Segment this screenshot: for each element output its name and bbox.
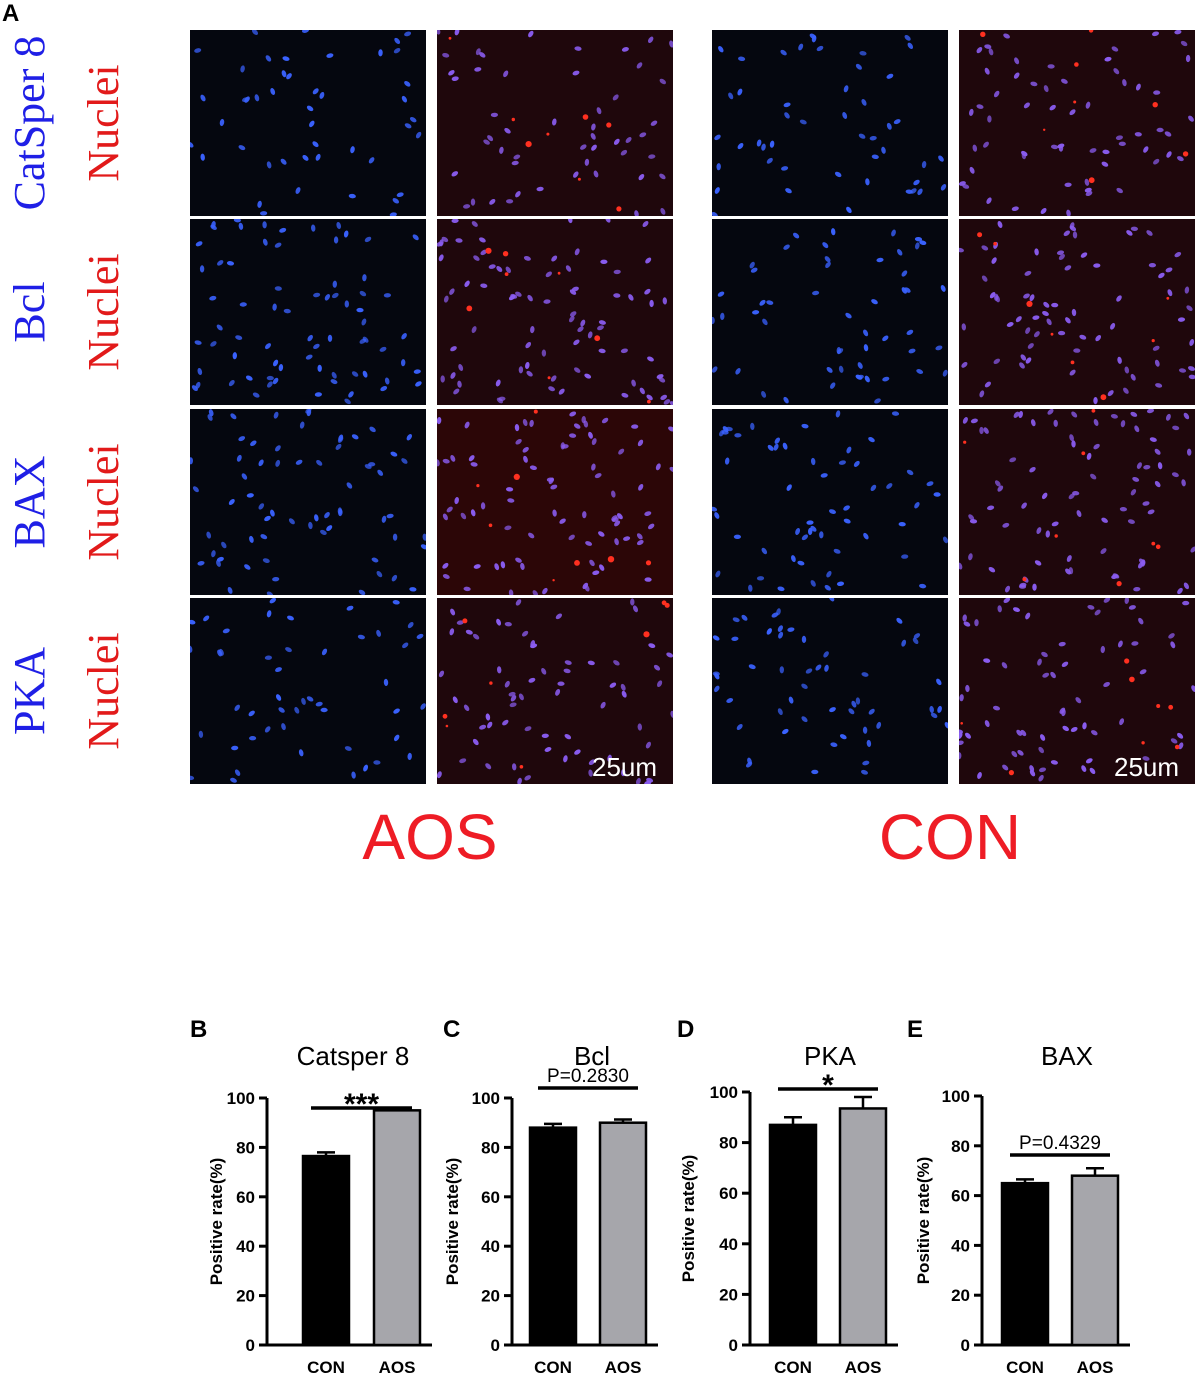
y-axis-label: Positive rate(%) — [679, 1155, 698, 1283]
chart-title: Catsper 8 — [297, 1041, 410, 1071]
micrograph-nuclei — [712, 598, 948, 784]
y-tick-label: 60 — [951, 1187, 970, 1206]
bar-aos — [1070, 1174, 1120, 1347]
y-tick-label: 20 — [481, 1287, 500, 1306]
bar-con — [528, 1126, 578, 1347]
significance-annotation: P=0.4329 — [1019, 1133, 1101, 1154]
group-label-con: CON — [878, 801, 1022, 873]
panel-letter: C — [443, 1016, 460, 1043]
y-tick-label: 0 — [491, 1336, 500, 1355]
x-tick-label: CON — [307, 1358, 345, 1377]
y-tick-label: 20 — [951, 1286, 970, 1305]
panel-letter: B — [190, 1016, 207, 1043]
group-label-aos: AOS — [362, 801, 498, 873]
y-tick-label: 60 — [719, 1184, 738, 1203]
micrograph-nuclei — [190, 598, 426, 784]
x-tick-label: AOS — [1077, 1358, 1114, 1377]
bar-aos — [838, 1107, 888, 1347]
y-tick-label: 0 — [729, 1336, 738, 1355]
micrograph-merged — [437, 409, 673, 595]
panel-letter: D — [677, 1016, 694, 1043]
significance-annotation: * — [822, 1069, 834, 1102]
chart-title: PKA — [804, 1041, 857, 1071]
panel-letter-a: A — [2, 0, 20, 27]
x-tick-label: CON — [534, 1358, 572, 1377]
y-tick-label: 20 — [236, 1287, 255, 1306]
y-tick-label: 40 — [719, 1235, 738, 1254]
y-tick-label: 40 — [236, 1237, 255, 1256]
micrograph-merged — [959, 219, 1195, 405]
y-axis-label: Positive rate(%) — [914, 1157, 933, 1285]
y-tick-label: 80 — [719, 1134, 738, 1153]
bar-con — [1000, 1181, 1050, 1347]
bar-aos — [372, 1109, 422, 1347]
micrograph-nuclei — [712, 409, 948, 595]
x-tick-label: AOS — [605, 1358, 642, 1377]
micrograph-merged — [437, 219, 673, 405]
micrograph-nuclei — [712, 30, 948, 216]
bar-con — [768, 1123, 818, 1347]
micrograph-nuclei — [190, 409, 426, 595]
micrograph-merged — [437, 598, 673, 784]
y-axis-label: Positive rate(%) — [207, 1158, 226, 1286]
y-tick-label: 40 — [481, 1237, 500, 1256]
scale-bar-label-con: 25um — [1114, 752, 1180, 782]
micrograph-nuclei — [190, 219, 426, 405]
micrograph-merged — [959, 598, 1195, 784]
chart-title: Bcl — [574, 1041, 610, 1071]
y-tick-label: 100 — [472, 1089, 500, 1108]
y-tick-label: 40 — [951, 1236, 970, 1255]
y-tick-label: 100 — [710, 1083, 738, 1102]
chart-title: BAX — [1041, 1041, 1093, 1071]
y-tick-label: 80 — [951, 1137, 970, 1156]
scale-bar-label-aos: 25um — [592, 752, 658, 782]
y-axis-label: Positive rate(%) — [443, 1158, 462, 1286]
y-tick-label: 100 — [227, 1089, 255, 1108]
y-tick-label: 20 — [719, 1285, 738, 1304]
micrograph-nuclei — [712, 219, 948, 405]
x-tick-label: AOS — [379, 1358, 416, 1377]
micrograph-merged — [959, 30, 1195, 216]
x-tick-label: AOS — [845, 1358, 882, 1377]
micrograph-nuclei — [190, 30, 426, 216]
bar-aos — [598, 1121, 648, 1347]
x-tick-label: CON — [774, 1358, 812, 1377]
significance-annotation: P=0.2830 — [547, 1066, 629, 1087]
y-tick-label: 80 — [236, 1138, 255, 1157]
micrograph-merged — [959, 409, 1195, 595]
bar-con — [301, 1154, 351, 1347]
micrograph-merged — [437, 30, 673, 216]
y-tick-label: 60 — [481, 1188, 500, 1207]
y-tick-label: 0 — [961, 1336, 970, 1355]
y-tick-label: 80 — [481, 1138, 500, 1157]
x-tick-label: CON — [1006, 1358, 1044, 1377]
significance-annotation: *** — [344, 1088, 379, 1121]
y-tick-label: 0 — [246, 1336, 255, 1355]
panel-letter: E — [907, 1016, 923, 1043]
y-tick-label: 60 — [236, 1188, 255, 1207]
y-tick-label: 100 — [942, 1087, 970, 1106]
